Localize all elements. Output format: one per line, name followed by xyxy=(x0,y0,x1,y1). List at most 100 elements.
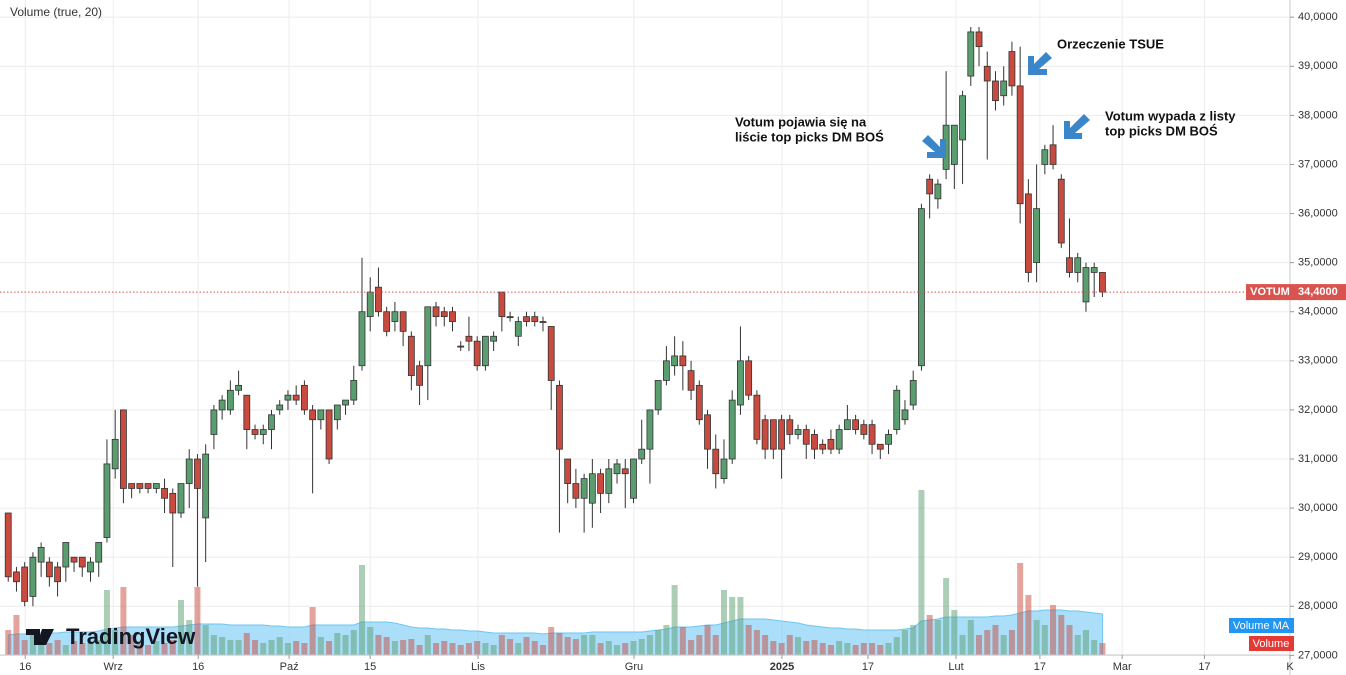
volume-bar xyxy=(103,590,110,655)
candle-body xyxy=(852,419,860,430)
candle-body xyxy=(457,345,465,348)
volume-bar xyxy=(293,641,300,655)
candle-body xyxy=(185,458,193,484)
volume-bar xyxy=(852,645,859,655)
volume-bar xyxy=(811,640,818,655)
volume-bar xyxy=(605,641,612,655)
candle-body xyxy=(407,335,415,376)
volume-bar xyxy=(87,643,94,655)
candle-body xyxy=(95,542,103,563)
annotation: liście top picks DM BOŚ xyxy=(735,129,884,144)
volume-bar xyxy=(556,633,563,655)
volume-bar xyxy=(778,643,785,655)
volume-bar xyxy=(112,630,119,655)
arrow xyxy=(1028,52,1052,75)
candle-body xyxy=(909,380,917,406)
volume-bar xyxy=(120,587,127,655)
volume-bar xyxy=(770,641,777,655)
volume-bar xyxy=(21,640,28,655)
candle-body xyxy=(366,291,374,318)
volume-bar xyxy=(433,643,440,655)
volume-bar xyxy=(893,637,900,655)
volume-bar xyxy=(227,640,234,655)
candle-body xyxy=(531,316,539,322)
badges: VOTUM 34,4000 Volume MA Volume xyxy=(0,284,1346,651)
candle-body xyxy=(152,483,160,489)
volume-bar xyxy=(161,643,168,655)
study-label: Volume (true, 20) xyxy=(10,5,102,19)
volume-bar xyxy=(1017,563,1024,655)
candle-body xyxy=(794,429,802,435)
candle-body xyxy=(21,566,29,602)
candle-body xyxy=(333,404,341,421)
candle-body xyxy=(342,399,349,406)
volume-bar xyxy=(71,641,78,655)
annotation: Orzeczenie TSUE xyxy=(1057,36,1164,51)
candle-body xyxy=(111,438,119,470)
volume-bar xyxy=(901,630,908,655)
volume-bar xyxy=(408,639,415,655)
candle-body xyxy=(621,468,629,475)
volume-bar xyxy=(5,630,12,655)
candle-body xyxy=(375,286,382,313)
volume-bar xyxy=(992,625,999,655)
candle-body xyxy=(662,360,670,381)
volume-bar xyxy=(260,643,267,655)
candle-body xyxy=(498,291,506,318)
volume-bar xyxy=(309,607,316,655)
candle-body xyxy=(144,483,152,489)
volume-bar xyxy=(202,625,209,655)
volume-bar xyxy=(194,587,201,655)
candle-body xyxy=(786,419,794,435)
volume-bar xyxy=(638,639,645,655)
candle-body xyxy=(860,424,868,435)
candle-body xyxy=(70,556,78,563)
volume-bar xyxy=(358,565,365,655)
volume-bar xyxy=(819,643,826,655)
volume-bar xyxy=(523,637,530,655)
volume-bar xyxy=(498,635,505,655)
volume-bar xyxy=(564,637,571,655)
volume-bar xyxy=(441,641,448,655)
price-badge-name: VOTUM xyxy=(1250,286,1290,298)
volume-bar xyxy=(367,627,374,655)
volume-bar xyxy=(655,630,662,655)
candle-body xyxy=(778,419,785,450)
candle-body xyxy=(580,478,588,499)
candle-body xyxy=(918,208,925,367)
volume-bar xyxy=(490,645,497,655)
volume-bar xyxy=(762,635,769,655)
candle-body xyxy=(967,31,975,77)
volume-bar xyxy=(375,635,382,655)
volume-bar xyxy=(671,585,678,655)
candle-body xyxy=(383,311,391,332)
annotation: Votum pojawia się na xyxy=(735,114,867,129)
volume-bar xyxy=(449,643,456,655)
volume-bar xyxy=(688,640,695,655)
volume-bar xyxy=(79,643,86,655)
candle-body xyxy=(679,355,687,367)
x-tick-label: 16 xyxy=(19,661,31,673)
candle-body xyxy=(556,384,563,450)
candle-body xyxy=(572,483,580,499)
candle-body xyxy=(292,394,300,401)
volume-bar xyxy=(1000,635,1007,655)
volume-bar xyxy=(967,620,974,655)
volume-bar xyxy=(795,637,802,655)
volume-bar xyxy=(145,645,152,655)
candle-body xyxy=(605,468,613,494)
candle-body xyxy=(901,409,909,421)
legend-text: Volume MA xyxy=(1233,620,1290,632)
volume-bar xyxy=(268,640,275,655)
candle-body xyxy=(284,394,292,401)
x-tick-label: Gru xyxy=(625,661,643,673)
candle-body xyxy=(391,311,399,322)
arrow xyxy=(922,135,946,158)
candle-body xyxy=(687,370,695,391)
volume-bar xyxy=(926,615,933,655)
candle-body xyxy=(1057,178,1065,244)
candle-body xyxy=(893,389,901,430)
volume-bar xyxy=(1041,625,1048,655)
volume-bar xyxy=(186,620,193,655)
